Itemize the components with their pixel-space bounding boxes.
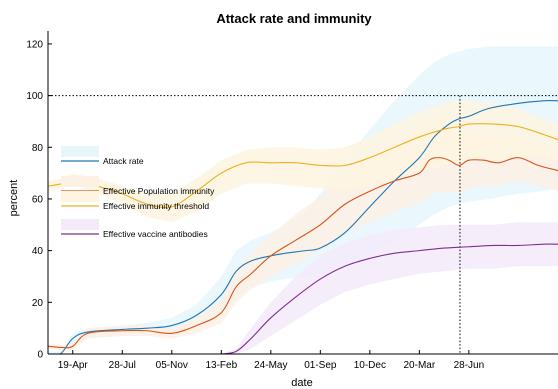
series-3-band xyxy=(48,222,558,354)
x-tick-label: 05-Nov xyxy=(156,360,188,371)
chart-title: Attack rate and immunity xyxy=(216,11,372,26)
y-tick-label: 100 xyxy=(26,91,43,102)
legend-band-swatch xyxy=(61,176,99,187)
legend-label: Effective immunity threshold xyxy=(103,201,209,211)
legend-label: Effective Population immunity xyxy=(103,186,215,196)
legend-band-swatch xyxy=(61,191,99,202)
series-2-line xyxy=(48,123,558,209)
series-3-line xyxy=(48,243,558,354)
y-tick-label: 80 xyxy=(32,143,44,154)
legend-band-swatch xyxy=(61,146,99,157)
y-axis-label: percent xyxy=(8,180,20,217)
y-tick-label: 20 xyxy=(32,298,44,309)
series-1-line xyxy=(48,157,558,349)
axes: 0 20 40 60 80 100 120 19-Apr 28-Jul 05-Nov 13-Feb 2… xyxy=(26,31,558,371)
legend-band-swatch xyxy=(61,219,99,230)
reference-lines xyxy=(48,95,558,354)
x-axis-label: date xyxy=(291,377,312,389)
x-tick-label: 01-Sep xyxy=(304,360,337,371)
series-lines xyxy=(48,100,558,354)
x-tick-label: 13-Feb xyxy=(205,360,237,371)
legend: Attack rate Effective Population immunity… xyxy=(61,146,215,239)
series-2-band xyxy=(48,100,558,223)
legend-label: Attack rate xyxy=(103,156,144,166)
x-tick-label: 20-Mar xyxy=(404,360,436,371)
legend-label: Effective vaccine antibodies xyxy=(103,229,208,239)
x-tick-label: 24-May xyxy=(254,360,287,371)
y-tick-label: 40 xyxy=(32,246,44,257)
x-tick-label: 10-Dec xyxy=(354,360,386,371)
series-0-line xyxy=(48,100,558,354)
y-tick-label: 0 xyxy=(37,350,43,361)
y-tick-label: 120 xyxy=(26,39,43,50)
x-tick-label: 19-Apr xyxy=(58,360,89,371)
x-tick-label: 28-Jul xyxy=(109,360,136,371)
y-tick-label: 60 xyxy=(32,194,44,205)
x-tick-label: 28-Jun xyxy=(454,360,485,371)
